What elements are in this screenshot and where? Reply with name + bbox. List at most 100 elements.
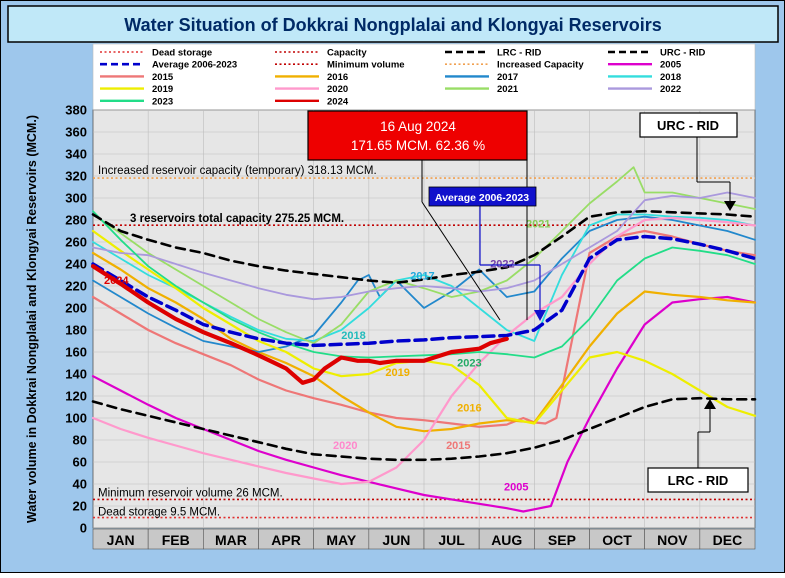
month-cell-11 (699, 528, 756, 550)
average-callout-label: Average 2006-2023 (435, 192, 529, 204)
x-tick-label-7: AUG (491, 532, 522, 548)
legend-label-13: 2020 (327, 84, 348, 95)
y-tick-label-9: 180 (65, 323, 87, 338)
series-labels: 2024 2017 2018 2019 2023 2016 2015 2020 2005 2021… (104, 219, 551, 494)
y-tick-label-19: 380 (65, 103, 87, 118)
x-tick-label-2: MAR (215, 532, 247, 548)
legend-label-11: 2018 (660, 72, 681, 83)
y-tick-label-5: 100 (65, 411, 87, 426)
x-tick-label-0: JAN (107, 532, 135, 548)
y-tick-label-8: 160 (65, 345, 87, 360)
series-label-2020: 2020 (333, 440, 357, 452)
y-tick-label-1: 20 (73, 499, 87, 514)
series-line-2005 (91, 295, 757, 513)
reference-line-label-0: Increased reservoir capacity (temporary)… (98, 165, 377, 177)
current-callout-date: 16 Aug 2024 (380, 119, 456, 134)
y-tick-label-18: 360 (65, 125, 87, 140)
chart-title: Water Situation of Dokkrai Nongplalai an… (124, 15, 661, 35)
lrc-callout-label: LRC - RID (668, 473, 729, 488)
series-label-2024: 2024 (104, 275, 129, 287)
legend-label-7: 2005 (660, 60, 682, 71)
y-axis-label: Water volume in Dokkrai Nongplalai and K… (25, 115, 39, 523)
series-label-2021: 2021 (526, 219, 550, 231)
x-axis-months: JAN FEB MAR APR MAY JUN JUL AUG SEP OCT NOV DEC (92, 528, 756, 550)
legend-label-9: 2016 (327, 72, 348, 83)
legend-label-17: 2024 (327, 96, 349, 107)
legend-label-16: 2023 (152, 96, 173, 107)
series-line-2016 (91, 251, 757, 433)
y-axis-ticks: 0 20 40 60 80 100 120 140 160 180 200 220 240 260 280 3… (65, 103, 87, 536)
legend-label-0: Dead storage (152, 48, 212, 59)
series-label-2023: 2023 (457, 357, 481, 369)
x-tick-label-4: MAY (326, 532, 356, 548)
y-tick-label-17: 340 (65, 147, 87, 162)
y-tick-label-2: 40 (73, 477, 87, 492)
lrc-callout-box (647, 467, 749, 493)
reference-line-label-2: Minimum reservoir volume 26 MCM. (98, 487, 283, 499)
series-label-2018: 2018 (341, 330, 365, 342)
lrc-callout-arrowhead (704, 399, 716, 409)
series-label-2005: 2005 (504, 482, 528, 494)
current-callout-box (307, 110, 528, 161)
y-tick-label-16: 320 (65, 169, 87, 184)
x-tick-label-9: OCT (602, 532, 632, 548)
y-tick-label-11: 220 (65, 279, 87, 294)
legend-label-5: Minimum volume (327, 60, 405, 71)
series-line-2023 (92, 210, 756, 359)
series-lines (90, 166, 757, 513)
legend-label-6: Increased Capacity (497, 60, 584, 71)
series-line-urc-rid (91, 209, 757, 285)
legend-label-1: Capacity (327, 48, 367, 59)
y-tick-label-6: 120 (65, 389, 87, 404)
legend-label-12: 2019 (152, 84, 173, 95)
series-line-2024 (90, 264, 509, 385)
series-line-lrc-rid (91, 396, 757, 462)
x-tick-label-1: FEB (162, 532, 190, 548)
current-callout-leader-2 (421, 201, 501, 321)
x-tick-label-11: DEC (713, 532, 743, 548)
legend-label-2: LRC - RID (497, 48, 541, 59)
y-tick-label-10: 200 (65, 301, 87, 316)
y-tick-label-12: 240 (65, 257, 87, 272)
series-label-2019: 2019 (385, 367, 409, 379)
y-tick-label-4: 80 (73, 433, 87, 448)
y-tick-label-3: 60 (73, 455, 87, 470)
urc-callout-box (639, 112, 738, 138)
y-tick-label-0: 0 (80, 521, 87, 536)
average-callout-box (428, 186, 537, 207)
legend-label-15: 2022 (660, 84, 681, 95)
legend-label-10: 2017 (497, 72, 518, 83)
reference-line-label-1: 3 reservoirs total capacity 275.25 MCM. (130, 213, 344, 225)
series-label-2022: 2022 (490, 258, 514, 270)
legend-label-8: 2015 (152, 72, 174, 83)
callouts: 16 Aug 2024 171.65 MCM. 62.36 % Average … (307, 110, 749, 493)
current-callout-value: 171.65 MCM. 62.36 % (351, 138, 485, 153)
legend-label-3: URC - RID (660, 48, 706, 59)
y-tick-label-15: 300 (65, 191, 87, 206)
series-line-2015 (91, 229, 757, 428)
x-tick-label-8: SEP (548, 532, 576, 548)
y-tick-label-7: 140 (65, 367, 87, 382)
series-line-2022 (92, 191, 756, 301)
urc-callout-label: URC - RID (657, 118, 719, 133)
title-bar (7, 5, 779, 43)
reference-line-label-3: Dead storage 9.5 MCM. (98, 507, 220, 519)
x-tick-label-5: JUN (382, 532, 410, 548)
average-callout-arrowhead (534, 310, 546, 321)
series-line-average-2006-2023 (91, 234, 757, 348)
y-tick-label-13: 260 (65, 235, 87, 250)
reference-lines: Increased reservoir capacity (temporary)… (93, 165, 755, 519)
x-tick-label-10: NOV (657, 532, 688, 548)
legend-label-4: Average 2006-2023 (152, 60, 237, 71)
series-line-2020 (91, 216, 757, 486)
legend-label-14: 2021 (497, 84, 519, 95)
y-tick-label-14: 280 (65, 213, 87, 228)
x-tick-label-6: JUL (438, 532, 465, 548)
series-label-2016: 2016 (457, 402, 481, 414)
legend: Dead storage Capacity LRC - RID URC - RID Av… (100, 48, 706, 107)
series-label-2017: 2017 (410, 270, 434, 282)
series-label-2015: 2015 (446, 440, 470, 452)
series-line-2021 (92, 166, 756, 345)
urc-callout-arrowhead (724, 201, 736, 211)
